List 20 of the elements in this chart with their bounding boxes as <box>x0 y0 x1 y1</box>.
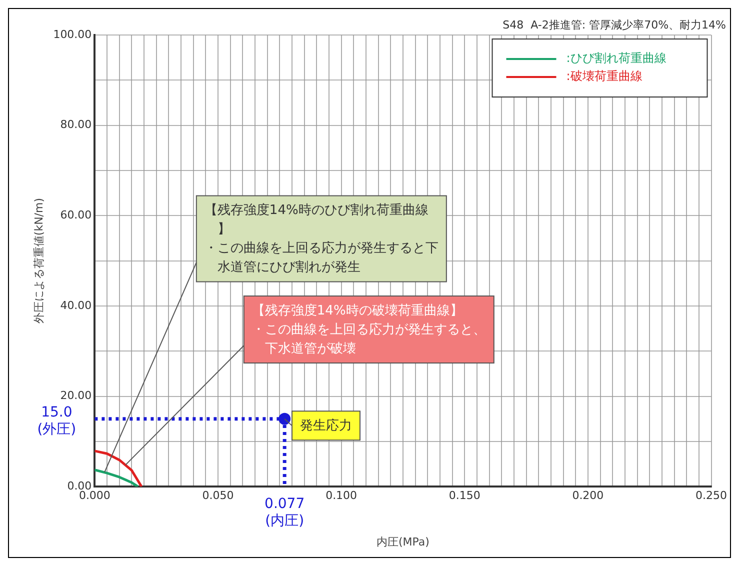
y-tick-label: 100.00 <box>53 28 92 41</box>
y-tick-label: 80.00 <box>60 118 92 132</box>
y-axis-title: 外圧による荷重値(kN/m) <box>32 198 46 324</box>
y-tick-label: 20.00 <box>60 389 92 402</box>
x-tick-label: 0.050 <box>202 489 234 502</box>
x-tick-label: 0.250 <box>696 489 728 502</box>
annotation: 15.0 (外圧) <box>37 404 76 438</box>
annotation: 【残存強度14%時のひび割れ荷重曲線】・この曲線を上回る応力が発生すると下水道管にひび割れが発生 <box>204 202 438 276</box>
legend-label: :ひび割れ荷重曲線 <box>566 51 666 66</box>
annotation: 0.077 (内圧) <box>264 496 305 530</box>
chart-title: S48 A-2推進管: 管厚減少率70%、耐力14% <box>502 18 726 32</box>
legend-label: :破壊荷重曲線 <box>566 69 642 84</box>
y-tick-label: 60.00 <box>60 208 92 222</box>
y-tick-label: 40.00 <box>60 298 92 312</box>
x-tick-label: 0.100 <box>326 489 358 502</box>
annotation: 【残存強度14%時の破壊荷重曲線】・この曲線を上回る応力が発生すると、下水道管が破壊 <box>252 302 486 356</box>
x-tick-label: 0.150 <box>448 489 480 502</box>
annotation: 発生応力 <box>300 418 352 434</box>
x-tick-label: 0.200 <box>572 489 604 502</box>
x-axis-title: 内圧(MPa) <box>376 535 430 548</box>
